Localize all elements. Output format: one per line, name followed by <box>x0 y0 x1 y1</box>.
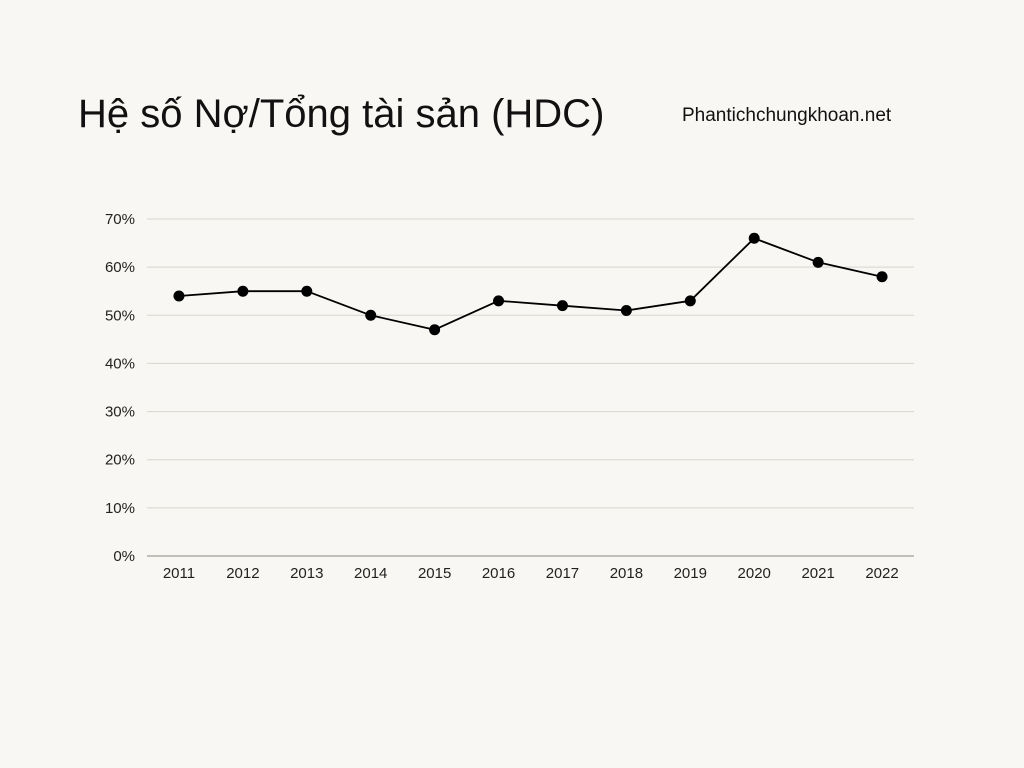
data-point-2014 <box>365 309 377 321</box>
x-tick-label: 2014 <box>354 565 387 582</box>
y-tick-label: 0% <box>113 548 135 565</box>
x-tick-label: 2021 <box>801 565 834 582</box>
y-tick-label: 30% <box>105 404 135 421</box>
y-tick-label: 60% <box>105 259 135 276</box>
y-tick-label: 20% <box>105 452 135 469</box>
x-tick-label: 2020 <box>738 565 771 582</box>
data-point-2021 <box>812 256 824 268</box>
x-tick-label: 2015 <box>418 565 451 582</box>
data-point-2022 <box>876 271 888 283</box>
x-tick-label: 2017 <box>546 565 579 582</box>
y-tick-label: 70% <box>105 211 135 228</box>
y-tick-label: 50% <box>105 307 135 324</box>
x-axis-ticks: 2011 2012 2013 2014 2015 2016 2017 2018 2019 2020… <box>163 565 899 582</box>
data-point-2020 <box>748 232 760 244</box>
data-point-2011 <box>173 290 185 302</box>
y-axis-ticks: 0% 10% 20% 30% 40% 50% 60% 70% <box>105 211 135 565</box>
chart-title: Hệ số Nợ/Tổng tài sản (HDC) <box>78 92 605 136</box>
data-point-2013 <box>301 285 313 297</box>
y-tick-label: 10% <box>105 500 135 517</box>
series-line <box>178 237 883 331</box>
x-tick-label: 2016 <box>482 565 515 582</box>
data-point-2016 <box>493 295 505 307</box>
y-tick-label: 40% <box>105 355 135 372</box>
x-tick-label: 2019 <box>674 565 707 582</box>
data-point-2018 <box>620 304 632 316</box>
x-tick-label: 2012 <box>226 565 259 582</box>
series-debt-ratio <box>173 232 888 336</box>
x-tick-label: 2013 <box>290 565 323 582</box>
x-tick-label: 2011 <box>163 565 195 582</box>
data-point-2015 <box>429 324 441 336</box>
source-label: Phantichchungkhoan.net <box>682 105 892 126</box>
x-tick-label: 2022 <box>865 565 898 582</box>
data-point-2012 <box>237 285 249 297</box>
x-tick-label: 2018 <box>610 565 643 582</box>
gridlines <box>147 218 914 557</box>
data-point-2017 <box>556 300 568 312</box>
data-point-2019 <box>684 295 696 307</box>
